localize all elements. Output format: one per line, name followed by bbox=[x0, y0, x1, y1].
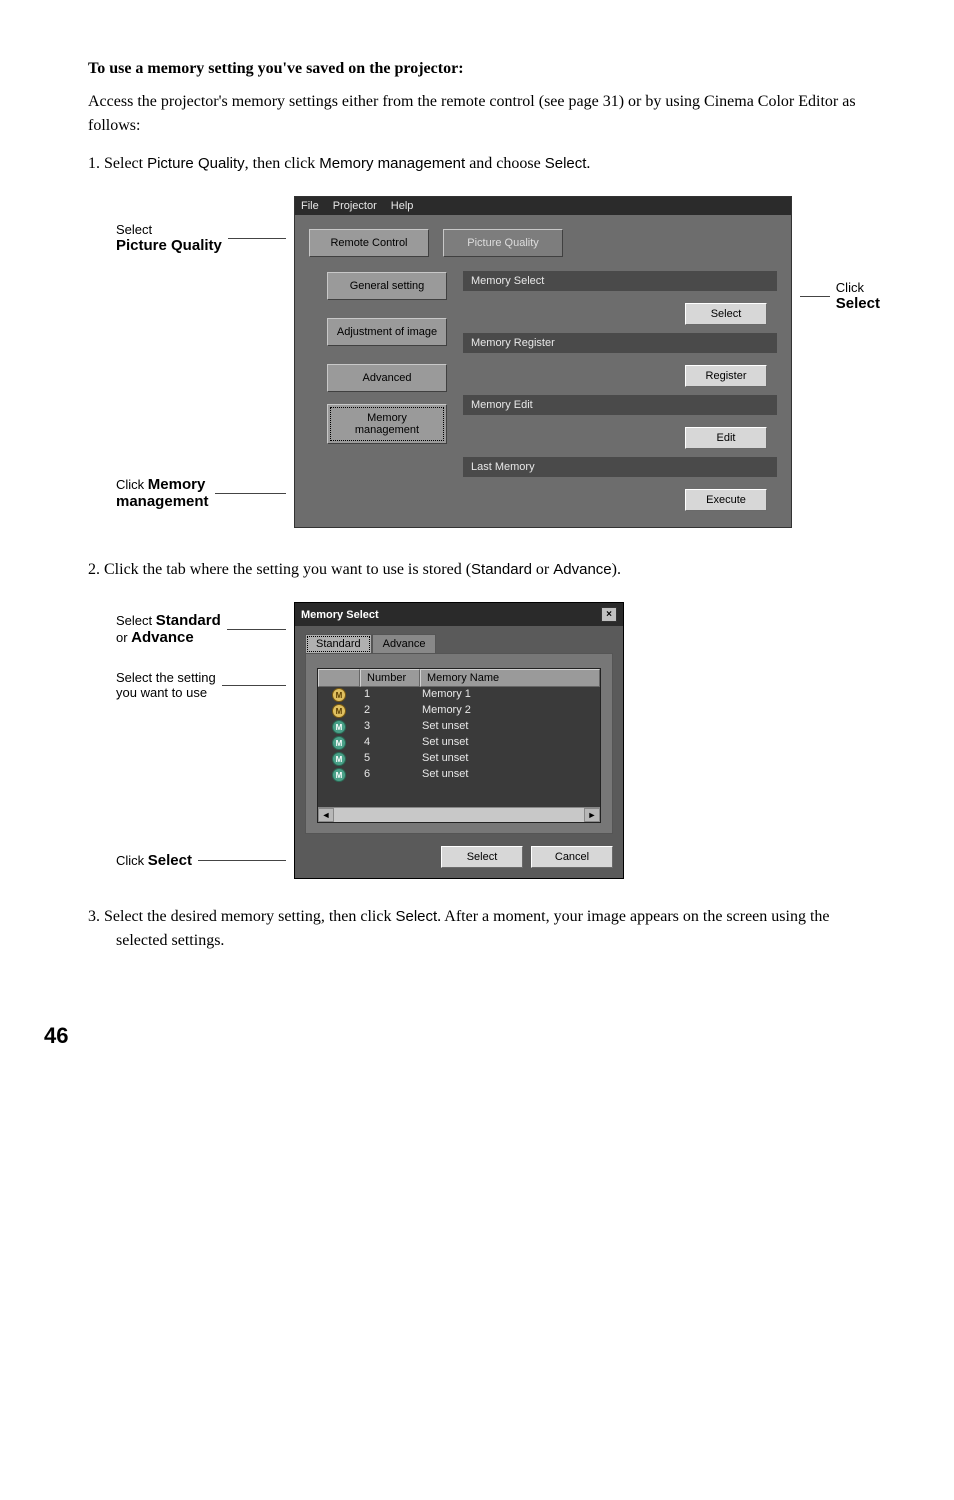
memory-list: Number Memory Name M1Memory 1M2Memory 2M… bbox=[317, 668, 601, 823]
scroll-left-icon[interactable]: ◄ bbox=[318, 808, 334, 822]
col-header-number: Number bbox=[360, 669, 420, 687]
memory-icon: M bbox=[332, 752, 346, 766]
row-number: 4 bbox=[358, 736, 416, 750]
step1-mid2: and choose bbox=[465, 155, 545, 172]
button-edit[interactable]: Edit bbox=[685, 427, 767, 449]
callout-select-std-1a: Select bbox=[116, 613, 156, 628]
memory-icon: M bbox=[332, 688, 346, 702]
figure-1: Select Picture Quality Click Memory mana… bbox=[116, 196, 884, 528]
button-execute[interactable]: Execute bbox=[685, 489, 767, 511]
step1-end: . bbox=[586, 155, 590, 172]
dialog-memory-select: Memory Select × Standard Advance Number … bbox=[294, 602, 624, 879]
callout-click-memory-2: management bbox=[116, 493, 209, 510]
menu-projector[interactable]: Projector bbox=[333, 200, 377, 212]
page-number: 46 bbox=[44, 1023, 884, 1049]
callout-select-std-2b: Advance bbox=[131, 629, 194, 646]
row-name: Set unset bbox=[416, 720, 600, 734]
list-row[interactable]: M4Set unset bbox=[318, 735, 600, 751]
button-register[interactable]: Register bbox=[685, 365, 767, 387]
horizontal-scrollbar[interactable]: ◄ ► bbox=[318, 807, 600, 822]
window-memory-management: File Projector Help Remote Control Pictu… bbox=[294, 196, 792, 528]
step-1: 1. Select Picture Quality, then click Me… bbox=[116, 152, 884, 176]
term-select: Select bbox=[545, 155, 587, 172]
row-number: 6 bbox=[358, 768, 416, 782]
callout-click-select2-b: Select bbox=[148, 852, 192, 869]
step3-prefix: 3. Select the desired memory setting, th… bbox=[88, 908, 395, 925]
titlebar: Memory Select × bbox=[295, 603, 623, 626]
close-icon[interactable]: × bbox=[601, 607, 617, 622]
col-header-icon bbox=[318, 669, 360, 687]
term-select-2: Select bbox=[395, 908, 437, 925]
row-name: Set unset bbox=[416, 736, 600, 750]
heading: To use a memory setting you've saved on … bbox=[88, 60, 884, 78]
callout-select-std-1b: Standard bbox=[156, 612, 221, 629]
section-last-memory-hdr: Last Memory bbox=[463, 457, 777, 477]
row-name: Set unset bbox=[416, 768, 600, 782]
tab-remote-control[interactable]: Remote Control bbox=[309, 229, 429, 257]
section-memory-edit-hdr: Memory Edit bbox=[463, 395, 777, 415]
list-row[interactable]: M2Memory 2 bbox=[318, 703, 600, 719]
scroll-right-icon[interactable]: ► bbox=[584, 808, 600, 822]
menubar: File Projector Help bbox=[295, 197, 791, 215]
row-number: 1 bbox=[358, 688, 416, 702]
sidebar: General setting Adjustment of image Adva… bbox=[309, 271, 449, 513]
term-memory-management: Memory management bbox=[319, 155, 465, 172]
callout-select-setting-2: you want to use bbox=[116, 685, 216, 700]
section-memory-select-hdr: Memory Select bbox=[463, 271, 777, 291]
row-number: 5 bbox=[358, 752, 416, 766]
dialog-title: Memory Select bbox=[301, 609, 379, 621]
tab-advance[interactable]: Advance bbox=[372, 634, 437, 654]
list-row[interactable]: M5Set unset bbox=[318, 751, 600, 767]
term-advance: Advance bbox=[553, 561, 611, 578]
callout-select-pq-line1: Select bbox=[116, 222, 222, 237]
step2-end: ). bbox=[612, 561, 621, 578]
figure-2: Select Standard or Advance Select the se… bbox=[116, 602, 884, 879]
list-row[interactable]: M3Set unset bbox=[318, 719, 600, 735]
step1-prefix: 1. Select bbox=[88, 155, 147, 172]
callout-click-memory-1a: Click bbox=[116, 477, 148, 492]
step2-mid: or bbox=[532, 561, 553, 578]
row-name: Memory 1 bbox=[416, 688, 600, 702]
memory-icon: M bbox=[332, 704, 346, 718]
callout-click-select-1: Click bbox=[836, 280, 880, 295]
callout-click-select-2: Select bbox=[836, 295, 880, 312]
memory-icon: M bbox=[332, 720, 346, 734]
right-panel: Memory Select Select Memory Register Reg… bbox=[463, 271, 777, 513]
list-row[interactable]: M6Set unset bbox=[318, 767, 600, 783]
dialog-button-cancel[interactable]: Cancel bbox=[531, 846, 613, 868]
sidebar-advanced[interactable]: Advanced bbox=[327, 364, 447, 392]
callout-select-pq-line2: Picture Quality bbox=[116, 237, 222, 254]
col-header-name: Memory Name bbox=[420, 669, 600, 687]
callout-click-select2-a: Click bbox=[116, 853, 148, 868]
memory-icon: M bbox=[332, 736, 346, 750]
term-standard: Standard bbox=[471, 561, 532, 578]
callout-select-setting-1: Select the setting bbox=[116, 670, 216, 685]
tab-picture-quality[interactable]: Picture Quality bbox=[443, 229, 563, 257]
term-picture-quality: Picture Quality bbox=[147, 155, 245, 172]
sidebar-memory-management[interactable]: Memory management bbox=[327, 404, 447, 444]
sidebar-general-setting[interactable]: General setting bbox=[327, 272, 447, 300]
menu-file[interactable]: File bbox=[301, 200, 319, 212]
row-name: Set unset bbox=[416, 752, 600, 766]
step-3: 3. Select the desired memory setting, th… bbox=[116, 905, 884, 953]
row-number: 2 bbox=[358, 704, 416, 718]
memory-icon: M bbox=[332, 768, 346, 782]
row-name: Memory 2 bbox=[416, 704, 600, 718]
button-select[interactable]: Select bbox=[685, 303, 767, 325]
sidebar-adjustment-of-image[interactable]: Adjustment of image bbox=[327, 318, 447, 346]
intro-text: Access the projector's memory settings e… bbox=[88, 90, 884, 138]
step2-prefix: 2. Click the tab where the setting you w… bbox=[88, 561, 471, 578]
row-number: 3 bbox=[358, 720, 416, 734]
menu-help[interactable]: Help bbox=[391, 200, 414, 212]
tab-standard[interactable]: Standard bbox=[305, 634, 372, 654]
step-2: 2. Click the tab where the setting you w… bbox=[116, 558, 884, 582]
list-row[interactable]: M1Memory 1 bbox=[318, 687, 600, 703]
step1-mid1: , then click bbox=[245, 155, 320, 172]
callout-select-std-2a: or bbox=[116, 630, 131, 645]
dialog-button-select[interactable]: Select bbox=[441, 846, 523, 868]
section-memory-register-hdr: Memory Register bbox=[463, 333, 777, 353]
callout-click-memory-1b: Memory bbox=[148, 476, 206, 493]
